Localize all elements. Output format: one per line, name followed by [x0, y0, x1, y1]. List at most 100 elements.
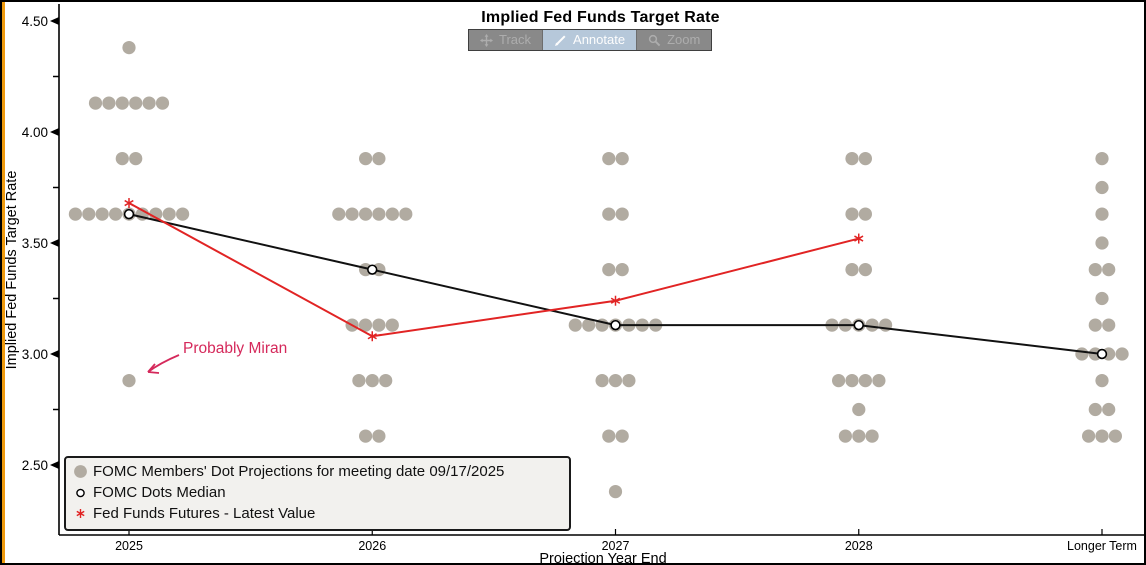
zoom-button[interactable]: Zoom — [637, 30, 712, 50]
median-marker — [367, 264, 378, 275]
futures-asterisk-marker — [854, 233, 864, 244]
fomc-dot — [129, 152, 143, 166]
fomc-dot — [372, 207, 386, 221]
fomc-dot — [852, 429, 866, 443]
fomc-dot — [865, 318, 879, 332]
fomc-dot — [372, 152, 386, 166]
legend-label: Fed Funds Futures - Latest Value — [93, 505, 316, 522]
magnifier-icon — [648, 34, 661, 47]
fomc-dot — [858, 263, 873, 277]
futures-line — [128, 202, 859, 338]
pencil-icon — [554, 34, 567, 47]
chart-toolbar: Track Annotate Zoom — [468, 29, 713, 51]
median-marker — [610, 319, 621, 331]
fomc-dot — [162, 207, 176, 221]
legend-label: FOMC Dots Median — [93, 484, 226, 501]
futures-asterisk-marker — [124, 198, 134, 209]
y-tick-label: 4.50 — [22, 14, 48, 29]
fomc-dot — [115, 96, 129, 110]
fomc-dot — [122, 374, 136, 388]
fomc-dot — [1088, 402, 1102, 417]
median-marker — [123, 208, 135, 220]
futures-asterisk-marker — [367, 331, 377, 342]
y-axis-title: Implied Fed Funds Target Rate — [4, 171, 20, 370]
fomc-dot — [129, 96, 143, 110]
fomc-dot — [1082, 429, 1096, 443]
fomc-dot — [622, 374, 636, 388]
fomc-dot — [142, 96, 156, 110]
fomc-dot — [372, 429, 386, 443]
annotation-arrowhead — [147, 363, 160, 374]
fomc-dot — [1095, 429, 1109, 443]
fomc-dot — [345, 207, 359, 221]
fomc-dot — [845, 374, 859, 388]
fomc-dot — [1075, 347, 1089, 361]
median-marker — [853, 319, 864, 331]
fomc-dot — [385, 318, 399, 332]
annotate-button-label: Annotate — [573, 32, 626, 47]
fomc-dot — [595, 374, 609, 388]
fomc-dot — [332, 207, 346, 221]
fomc-dot — [832, 374, 846, 388]
median-circle-icon — [73, 485, 88, 500]
fomc-dot — [602, 263, 616, 277]
fomc-dot — [858, 207, 873, 221]
fomc-dot — [602, 429, 616, 443]
legend-item-median: FOMC Dots Median — [73, 482, 560, 503]
fomc-dot — [1095, 291, 1109, 306]
fomc-dot — [95, 207, 109, 221]
y-tick-label: 2.50 — [22, 458, 48, 473]
fomc-dot — [359, 152, 373, 166]
fomc-dot — [615, 429, 629, 443]
y-tick-label: 4.00 — [22, 125, 48, 140]
fomc-dot — [615, 152, 629, 166]
fomc-dot — [122, 41, 136, 55]
fomc-dot — [602, 152, 616, 166]
fomc-dot — [845, 207, 859, 221]
futures-asterisk-icon — [73, 506, 88, 521]
fomc-dot — [1088, 318, 1102, 332]
fomc-dot — [608, 485, 623, 499]
legend-item-futures: Fed Funds Futures - Latest Value — [73, 503, 560, 524]
fomc-dot-icon — [73, 464, 88, 479]
fomc-dot — [1095, 207, 1109, 221]
fomc-dot — [1102, 318, 1116, 332]
track-button[interactable]: Track — [469, 30, 544, 50]
x-tick-label: 2025 — [115, 539, 143, 553]
chart-legend: FOMC Members' Dot Projections for meetin… — [64, 456, 571, 531]
fomc-dot — [352, 374, 366, 388]
fomc-dot — [602, 207, 616, 221]
window-accent-strip — [2, 2, 5, 563]
annotation-arrow — [147, 354, 180, 373]
x-tick-label: 2028 — [845, 539, 873, 553]
fomc-dot — [149, 207, 163, 221]
annotate-button[interactable]: Annotate — [543, 30, 638, 50]
x-tick-label: 2026 — [358, 539, 386, 553]
legend-label: FOMC Members' Dot Projections for meetin… — [93, 463, 505, 480]
fomc-dot — [385, 207, 399, 221]
futures-asterisk-marker — [610, 295, 621, 306]
fomc-dot — [399, 207, 413, 221]
fomc-dot — [176, 207, 190, 221]
fomc-dot — [845, 152, 859, 166]
fomc-dot — [1095, 236, 1109, 250]
fomc-dot — [1102, 402, 1116, 417]
x-tick-label: Longer Term — [1067, 539, 1137, 553]
fomc-dot — [852, 402, 866, 417]
y-tick-label: 3.50 — [22, 236, 48, 251]
fomc-dot — [582, 318, 596, 332]
fomc-dot — [1095, 152, 1109, 166]
y-tick-label: 3.00 — [22, 347, 48, 362]
fomc-dot — [1095, 180, 1109, 195]
fomc-dot — [865, 429, 879, 443]
fomc-dot — [615, 207, 629, 221]
fomc-dot — [568, 318, 582, 332]
fomc-dot — [1108, 429, 1122, 443]
fomc-dot — [115, 152, 129, 166]
fomc-dot — [359, 207, 373, 221]
fomc-dot — [358, 318, 373, 332]
fomc-dot — [1102, 263, 1116, 277]
user-annotation-text: Probably Miran — [183, 340, 288, 357]
